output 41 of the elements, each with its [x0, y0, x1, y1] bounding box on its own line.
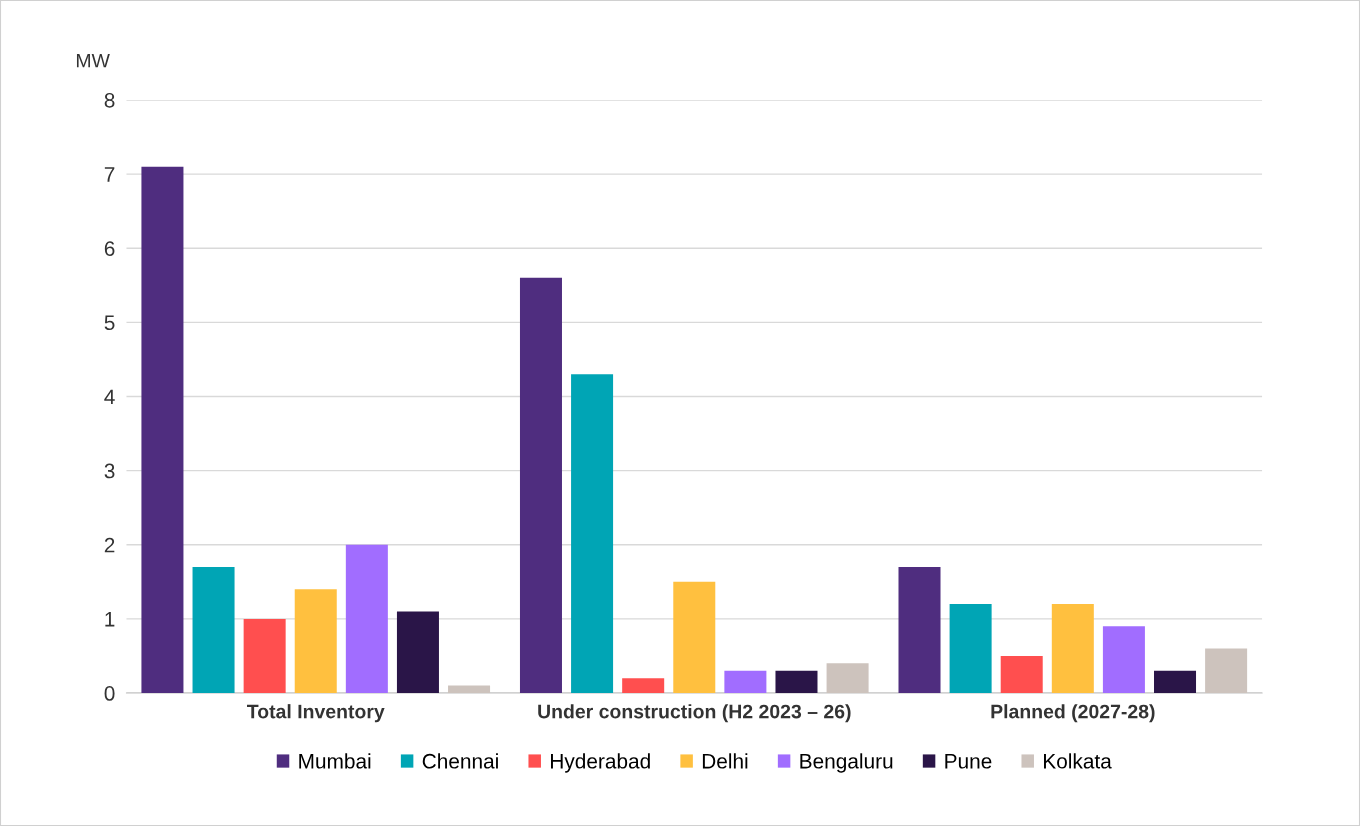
bar: [294, 589, 337, 694]
bar: [243, 618, 286, 694]
y-tick-label: 5: [104, 315, 115, 331]
y-tick-label: 0: [104, 686, 115, 701]
bar: [141, 166, 184, 694]
bar: [396, 611, 439, 694]
bar: [826, 663, 869, 694]
x-tick-label: Total Inventory: [247, 704, 385, 723]
legend-label: Bengaluru: [800, 753, 893, 773]
bar: [673, 581, 716, 694]
bar: [519, 277, 562, 694]
y-tick-label: 3: [104, 463, 115, 479]
bar: [345, 544, 388, 694]
bar: [775, 670, 818, 694]
legend-label: Chennai: [422, 753, 498, 769]
bar: [1102, 626, 1145, 694]
x-tick-label: Under construction (H2 2023 – 26): [538, 704, 851, 723]
y-tick-label: 2: [104, 537, 115, 553]
legend-label: Hyderabad: [551, 753, 650, 773]
y-tick-label: 8: [104, 92, 115, 108]
legend-label: Delhi: [702, 753, 748, 769]
y-tick-label: 7: [104, 167, 115, 182]
bar: [448, 685, 491, 694]
bar: [1051, 604, 1094, 694]
bar: [724, 670, 767, 694]
legend-label: Pune: [945, 754, 992, 769]
legend-label: Mumbai: [299, 753, 371, 769]
bar: [571, 374, 614, 694]
bar: [192, 566, 235, 694]
bar: [1205, 648, 1248, 694]
y-tick-label: 4: [104, 389, 115, 405]
y-axis-title: MW: [76, 53, 110, 68]
y-tick-label: 6: [104, 241, 115, 256]
bar: [1154, 670, 1197, 694]
bar: [622, 678, 665, 694]
bar: [1000, 655, 1043, 694]
x-tick-label: Planned (2027-28): [991, 704, 1155, 723]
y-tick-label: 1: [105, 612, 115, 627]
legend-label: Kolkata: [1044, 753, 1112, 769]
bar: [949, 604, 992, 694]
bar: [898, 566, 941, 694]
